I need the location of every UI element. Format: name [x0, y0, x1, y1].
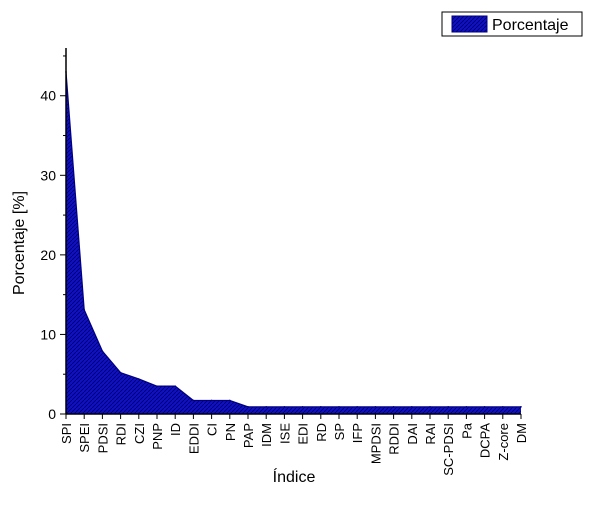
- data-point-pa: [465, 406, 468, 408]
- data-point-eddi: [192, 399, 195, 402]
- legend-swatch: [451, 15, 488, 33]
- data-point-ci: [210, 399, 213, 402]
- x-tick-label-id: ID: [168, 423, 183, 436]
- data-point-edi: [301, 406, 304, 408]
- y-tick-label: 0: [48, 406, 56, 422]
- data-point-pdsi: [101, 350, 104, 352]
- x-tick-label-rddi: RDDI: [387, 423, 402, 455]
- x-tick-label-czi: CZI: [132, 423, 147, 444]
- data-point-dm: [520, 406, 522, 408]
- data-point-spei: [83, 308, 85, 311]
- data-point-czi: [138, 378, 140, 380]
- data-point-rdi: [119, 371, 122, 374]
- x-tick-label-rdi: RDI: [114, 423, 129, 445]
- series-area-porcentaje: [66, 71, 521, 415]
- data-point-z-core: [502, 406, 504, 408]
- x-tick-label-z-core: Z-core: [496, 423, 511, 461]
- x-tick-label-rd: RD: [314, 423, 329, 442]
- x-tick-label-dcpa: DCPA: [478, 423, 493, 458]
- plot-area: [65, 71, 522, 415]
- x-tick-label-pap: PAP: [241, 423, 256, 448]
- data-point-rd: [320, 406, 322, 408]
- x-tick-label-eddi: EDDI: [186, 423, 201, 454]
- x-tick-label-dai: DAI: [405, 423, 420, 445]
- y-tick-label: 30: [40, 167, 56, 183]
- data-point-ise: [283, 406, 286, 408]
- data-point-ifp: [356, 406, 359, 408]
- data-point-mpdsi: [374, 406, 377, 408]
- x-tick-label-ifp: IFP: [350, 423, 365, 443]
- legend-label: Porcentaje: [492, 17, 569, 34]
- legend: Porcentaje: [441, 11, 583, 37]
- x-tick-label-ise: ISE: [277, 423, 292, 444]
- data-point-rddi: [392, 406, 395, 408]
- axes: [60, 48, 522, 419]
- data-point-id: [174, 385, 176, 387]
- x-tick-label-sc-pdsi: SC-PDSI: [441, 423, 456, 476]
- x-tick-label-idm: IDM: [259, 423, 274, 447]
- x-tick-label-sp: SP: [332, 423, 347, 440]
- x-tick-label-edi: EDI: [296, 423, 311, 445]
- x-tick-label-pn: PN: [223, 423, 238, 441]
- data-point-sc-pdsi: [447, 406, 450, 408]
- x-tick-label-pdsi: PDSI: [95, 423, 110, 453]
- series-line-porcentaje: [65, 71, 521, 408]
- x-tick-label-ci: CI: [205, 423, 220, 436]
- y-axis-label: Porcentaje [%]: [11, 191, 28, 295]
- x-tick-label-spi: SPI: [59, 423, 74, 444]
- y-tick-label: 20: [40, 247, 56, 263]
- data-point-dcpa: [483, 406, 486, 408]
- data-point-pnp: [156, 385, 158, 387]
- x-tick-label-pnp: PNP: [150, 423, 165, 450]
- data-point-dai: [411, 406, 413, 408]
- data-point-sp: [338, 406, 340, 408]
- x-tick-label-spei: SPEI: [77, 423, 92, 453]
- y-tick-label: 40: [40, 88, 56, 104]
- x-tick-label-dm: DM: [514, 423, 529, 443]
- x-tick-label-mpdsi: MPDSI: [368, 423, 383, 464]
- x-axis-label: Índice: [273, 467, 316, 486]
- y-tick-label: 10: [40, 326, 56, 342]
- x-tick-label-rai: RAI: [423, 423, 438, 445]
- x-tick-label-pa: Pa: [459, 422, 474, 439]
- data-point-pap: [247, 406, 249, 408]
- data-point-idm: [265, 406, 268, 408]
- data-point-pn: [229, 399, 231, 402]
- data-point-rai: [429, 406, 431, 408]
